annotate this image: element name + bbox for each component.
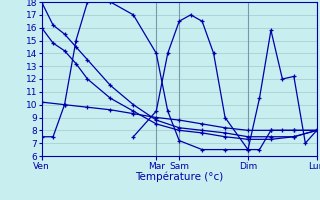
X-axis label: Température (°c): Température (°c) — [135, 172, 223, 182]
